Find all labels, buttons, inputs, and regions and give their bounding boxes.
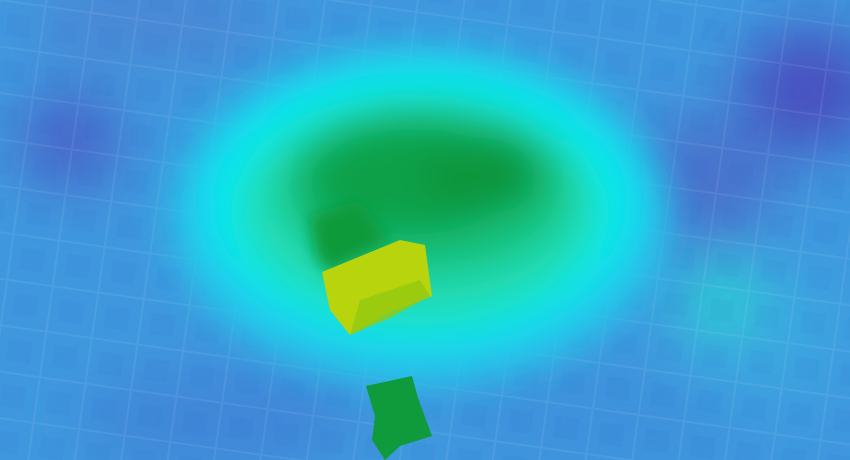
secondary-patch — [366, 376, 432, 460]
peak-edge — [350, 280, 430, 335]
center-field — [170, 45, 670, 385]
peak-patch — [322, 240, 432, 335]
core — [310, 200, 390, 275]
